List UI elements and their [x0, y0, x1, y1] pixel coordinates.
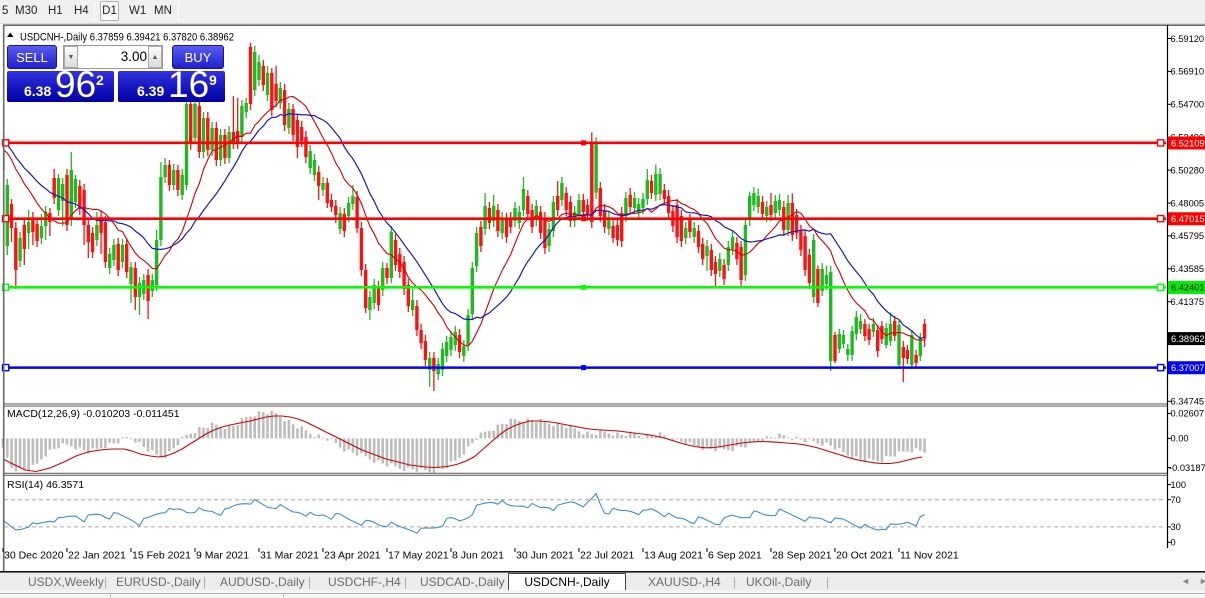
svg-text:0.00: 0.00: [1171, 434, 1189, 444]
svg-text:6.56910: 6.56910: [1171, 67, 1205, 77]
svg-text:13 Aug 2021: 13 Aug 2021: [644, 550, 703, 562]
svg-text:6.45795: 6.45795: [1171, 231, 1205, 241]
svg-text:8 Jun 2021: 8 Jun 2021: [452, 550, 504, 562]
svg-text:28 Sep 2021: 28 Sep 2021: [772, 550, 832, 562]
svg-text:6.54700: 6.54700: [1171, 100, 1205, 110]
svg-text:6.37007: 6.37007: [1171, 363, 1205, 373]
svg-text:100: 100: [1171, 480, 1187, 490]
svg-text:6.48005: 6.48005: [1171, 198, 1205, 208]
svg-text:15 Feb 2021: 15 Feb 2021: [132, 550, 191, 562]
svg-text:22 Jan 2021: 22 Jan 2021: [68, 550, 126, 562]
svg-text:30: 30: [1171, 522, 1181, 532]
svg-text:6.59120: 6.59120: [1171, 34, 1205, 44]
svg-text:6.43585: 6.43585: [1171, 264, 1205, 274]
svg-text:6.50280: 6.50280: [1171, 165, 1205, 175]
svg-text:MACD(12,26,9) -0.010203 -0.011: MACD(12,26,9) -0.010203 -0.011451: [7, 408, 180, 420]
svg-text:6.41375: 6.41375: [1171, 297, 1205, 307]
svg-text:70: 70: [1171, 495, 1181, 505]
svg-text:23 Apr 2021: 23 Apr 2021: [324, 550, 381, 562]
svg-text:31 Mar 2021: 31 Mar 2021: [260, 550, 319, 562]
svg-text:0.02607: 0.02607: [1171, 409, 1205, 419]
svg-text:RSI(14) 46.3571: RSI(14) 46.3571: [7, 479, 84, 491]
svg-text:6.52109: 6.52109: [1171, 138, 1205, 148]
svg-text:9 Mar 2021: 9 Mar 2021: [196, 550, 249, 562]
svg-text:-0.03187: -0.03187: [1169, 463, 1205, 473]
svg-text:6.34745: 6.34745: [1171, 397, 1205, 407]
svg-text:22 Jul 2021: 22 Jul 2021: [580, 550, 634, 562]
svg-text:17 May 2021: 17 May 2021: [388, 550, 449, 562]
svg-text:6 Sep 2021: 6 Sep 2021: [708, 550, 762, 562]
svg-text:0: 0: [1171, 538, 1176, 548]
svg-text:6.38962: 6.38962: [1171, 334, 1205, 344]
svg-text:30 Jun 2021: 30 Jun 2021: [516, 550, 574, 562]
svg-text:20 Oct 2021: 20 Oct 2021: [836, 550, 893, 562]
svg-text:11 Nov 2021: 11 Nov 2021: [900, 550, 959, 562]
svg-text:6.47015: 6.47015: [1171, 214, 1205, 224]
svg-text:USDCNH-,Daily 6.37859 6.39421: USDCNH-,Daily 6.37859 6.39421 6.37820 6.…: [20, 32, 234, 44]
svg-text:30 Dec 2020: 30 Dec 2020: [4, 550, 64, 562]
svg-text:6.42401: 6.42401: [1171, 283, 1205, 293]
